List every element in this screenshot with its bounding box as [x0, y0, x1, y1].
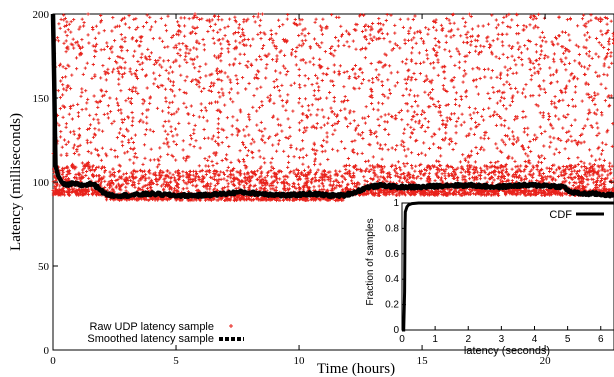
main-x-axis-label: Time (hours)	[317, 361, 395, 377]
inset-x-tick-label: 0	[399, 334, 405, 345]
cdf-line	[402, 201, 614, 332]
inset-y-tick-label: 0.4	[385, 274, 399, 285]
inset-x-tick-label: 2	[465, 334, 471, 345]
main-legend: Raw UDP latency sample Smoothed latency …	[87, 321, 244, 345]
inset-x-tick-label: 4	[532, 334, 538, 345]
inset-y-tick-label: 0.6	[385, 249, 399, 260]
smoothed-latency-line	[50, 13, 614, 200]
inset-axis-ticks: 0 1 2 3 4 5 6 0 0.2 0.4 0.6 0.8 1	[385, 198, 604, 345]
legend-marker-raw	[229, 324, 233, 328]
x-tick-label: 0	[50, 355, 56, 367]
inset-legend-label: CDF	[549, 209, 572, 221]
x-tick-label: 15	[417, 355, 429, 367]
inset-x-tick-label: 6	[598, 334, 604, 345]
raw-latency-scatter	[51, 12, 614, 203]
cdf-inset: 0 1 2 3 4 5 600.20.40.60.81 latency (seconds) …	[365, 198, 614, 357]
legend-raw-plus	[229, 324, 233, 328]
y-tick-label: 150	[33, 93, 50, 105]
y-tick-label: 100	[33, 177, 50, 189]
y-tick-label: 0	[44, 345, 50, 357]
legend-label-raw: Raw UDP latency sample	[89, 321, 214, 333]
inset-y-axis-label: Fraction of samples	[365, 218, 376, 305]
y-tick-label: 200	[33, 9, 50, 21]
inset-x-tick-label: 3	[499, 334, 505, 345]
inset-y-tick-label: 0	[393, 325, 399, 336]
legend-label-smoothed: Smoothed latency sample	[87, 333, 214, 345]
inset-y-tick-label: 0.2	[385, 300, 399, 311]
inset-x-tick-label: 5	[565, 334, 571, 345]
inset-y-tick-label: 1	[393, 198, 399, 209]
x-tick-label: 5	[173, 355, 179, 367]
y-tick-label: 50	[38, 261, 50, 273]
raw-sample-markers	[51, 12, 614, 203]
inset-background	[401, 202, 614, 331]
inset-x-tick-label: 1	[432, 334, 438, 345]
inset-x-axis-label: latency (seconds)	[464, 345, 550, 357]
x-tick-label: 10	[294, 355, 306, 367]
main-y-axis-label: Latency (milliseconds)	[8, 113, 24, 251]
inset-y-tick-label: 0.8	[385, 223, 399, 234]
x-tick-label: 20	[540, 355, 552, 367]
